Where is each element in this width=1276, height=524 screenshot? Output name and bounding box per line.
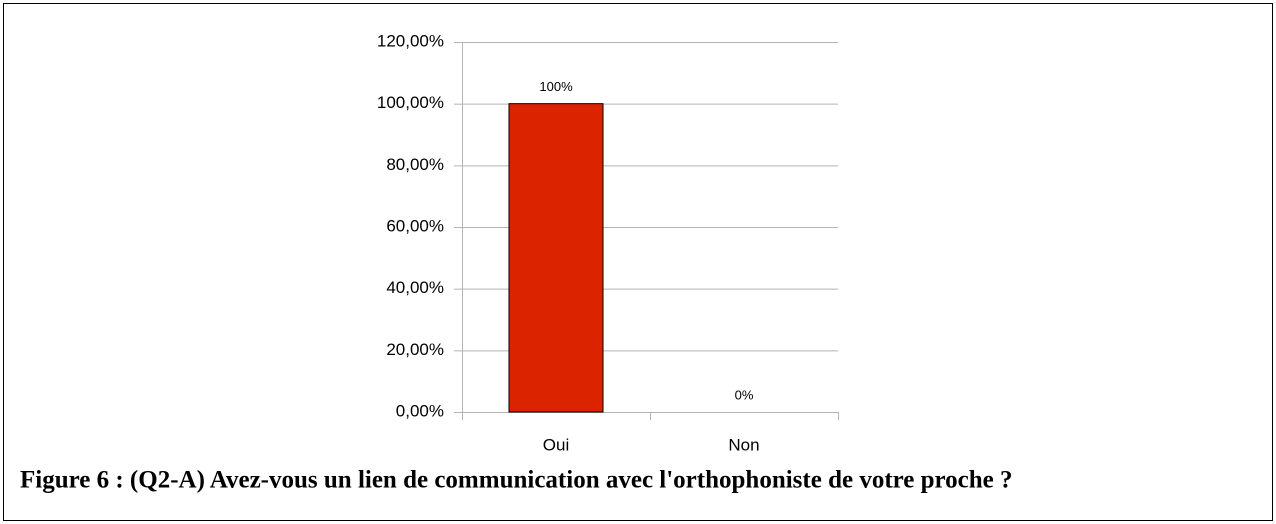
x-tick-label: Non [728, 435, 759, 454]
y-tick-label: 80,00% [386, 155, 444, 174]
x-tick-label: Oui [543, 435, 569, 454]
y-tick-label: 20,00% [386, 340, 444, 359]
y-tick-label: 100,00% [377, 93, 444, 112]
bar [508, 103, 604, 413]
frame [3, 3, 1273, 521]
y-tick-label: 120,00% [377, 31, 444, 50]
y-tick-label: 0,00% [396, 401, 444, 420]
value-label: 100% [539, 79, 573, 94]
chart-title: Figure 6 : (Q2-A) Avez-vous un lien de c… [20, 467, 1013, 494]
value-label: 0% [735, 387, 754, 402]
y-tick-label: 60,00% [386, 216, 444, 235]
y-tick-label: 40,00% [386, 278, 444, 297]
